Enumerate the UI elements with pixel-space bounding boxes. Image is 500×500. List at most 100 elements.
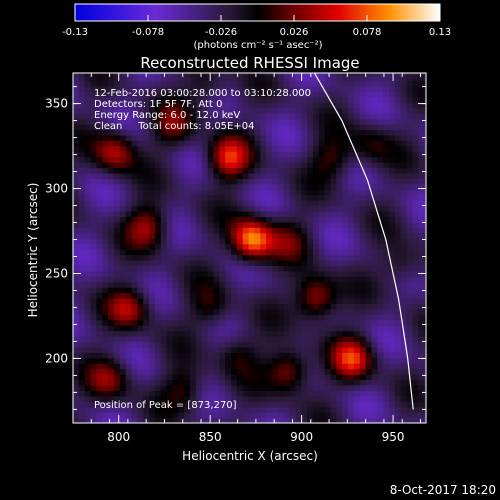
- heatmap-cell: [96, 243, 103, 250]
- heatmap-cell: [166, 259, 174, 266]
- heatmap-cell: [184, 303, 191, 310]
- heatmap-cell: [166, 134, 174, 141]
- heatmap-cell: [149, 96, 156, 103]
- heatmap-cell: [359, 270, 367, 277]
- heatmap-cell: [394, 379, 402, 386]
- heatmap-cell: [289, 265, 297, 272]
- heatmap-cell: [318, 178, 326, 185]
- heatmap-cell: [348, 384, 355, 391]
- heatmap-cell: [389, 287, 396, 294]
- heatmap-cell: [201, 287, 209, 294]
- heatmap-cell: [137, 341, 144, 348]
- heatmap-cell: [266, 303, 273, 310]
- heatmap-cell: [289, 194, 297, 201]
- heatmap-cell: [73, 243, 80, 250]
- heatmap-cell: [342, 390, 349, 397]
- heatmap-cell: [359, 363, 367, 370]
- heatmap-cell: [201, 292, 209, 299]
- heatmap-cell: [236, 172, 244, 179]
- heatmap-cell: [178, 232, 185, 239]
- heatmap-cell: [283, 308, 291, 315]
- heatmap-cell: [225, 107, 232, 114]
- heatmap-cell: [213, 140, 220, 147]
- heatmap-cell: [213, 249, 220, 256]
- heatmap-cell: [418, 243, 425, 250]
- heatmap-cell: [277, 167, 285, 174]
- heatmap-cell: [113, 194, 121, 201]
- heatmap-cell: [236, 91, 244, 98]
- heatmap-cell: [365, 276, 373, 283]
- heatmap-cell: [178, 183, 185, 190]
- heatmap-cell: [389, 325, 396, 332]
- heatmap-cell: [365, 194, 373, 201]
- heatmap-cell: [424, 178, 426, 185]
- heatmap-cell: [400, 303, 408, 310]
- heatmap-cell: [143, 96, 150, 103]
- heatmap-cell: [96, 156, 103, 163]
- heatmap-cell: [383, 406, 390, 413]
- heatmap-cell: [219, 401, 226, 408]
- heatmap-cell: [406, 210, 414, 217]
- heatmap-cell: [394, 363, 402, 370]
- heatmap-cell: [272, 352, 279, 359]
- heatmap-cell: [301, 297, 308, 304]
- heatmap-cell: [207, 210, 215, 217]
- heatmap-cell: [348, 221, 355, 228]
- heatmap-cell: [353, 238, 361, 245]
- heatmap-cell: [102, 406, 109, 413]
- heatmap-cell: [312, 379, 320, 386]
- heatmap-cell: [149, 357, 156, 364]
- heatmap-cell: [389, 210, 396, 217]
- heatmap-cell: [394, 406, 402, 413]
- heatmap-cell: [330, 107, 337, 114]
- heatmap-cell: [125, 221, 133, 228]
- heatmap-cell: [301, 189, 308, 196]
- heatmap-cell: [190, 259, 197, 266]
- heatmap-cell: [318, 140, 326, 147]
- heatmap-cell: [102, 352, 109, 359]
- heatmap-cell: [260, 167, 267, 174]
- heatmap-cell: [318, 107, 326, 114]
- heatmap-cell: [377, 167, 384, 174]
- heatmap-cell: [406, 341, 414, 348]
- heatmap-cell: [207, 232, 215, 239]
- heatmap-cell: [119, 73, 127, 76]
- heatmap-cell: [166, 384, 174, 391]
- heatmap-cell: [84, 259, 92, 266]
- heatmap-cell: [359, 210, 367, 217]
- heatmap-cell: [125, 107, 133, 114]
- heatmap-cell: [137, 374, 144, 381]
- heatmap-cell: [231, 194, 238, 201]
- heatmap-cell: [377, 134, 384, 141]
- heatmap-cell: [201, 390, 209, 397]
- heatmap-cell: [207, 379, 215, 386]
- heatmap-cell: [219, 172, 226, 179]
- heatmap-cell: [184, 330, 191, 337]
- heatmap-cell: [219, 80, 226, 87]
- heatmap-cell: [342, 134, 349, 141]
- heatmap-cell: [295, 189, 302, 196]
- heatmap-cell: [108, 319, 115, 326]
- heatmap-cell: [389, 249, 396, 256]
- heatmap-cell: [225, 151, 232, 158]
- heatmap-cell: [283, 259, 291, 266]
- heatmap-cell: [248, 276, 256, 283]
- heatmap-cell: [248, 80, 256, 87]
- heatmap-cell: [260, 75, 267, 82]
- heatmap-cell: [160, 194, 168, 201]
- heatmap-cell: [78, 183, 86, 190]
- heatmap-cell: [160, 319, 168, 326]
- heatmap-cell: [78, 134, 86, 141]
- heatmap-cell: [190, 183, 197, 190]
- heatmap-cell: [400, 183, 408, 190]
- heatmap-cell: [213, 330, 220, 337]
- heatmap-cell: [406, 336, 414, 343]
- heatmap-cell: [318, 265, 326, 272]
- heatmap-cell: [406, 281, 414, 288]
- heatmap-cell: [73, 297, 80, 304]
- heatmap-cell: [365, 374, 373, 381]
- heatmap-cell: [254, 172, 261, 179]
- heatmap-cell: [213, 243, 220, 250]
- heatmap-cell: [289, 102, 297, 109]
- heatmap-cell: [260, 352, 267, 359]
